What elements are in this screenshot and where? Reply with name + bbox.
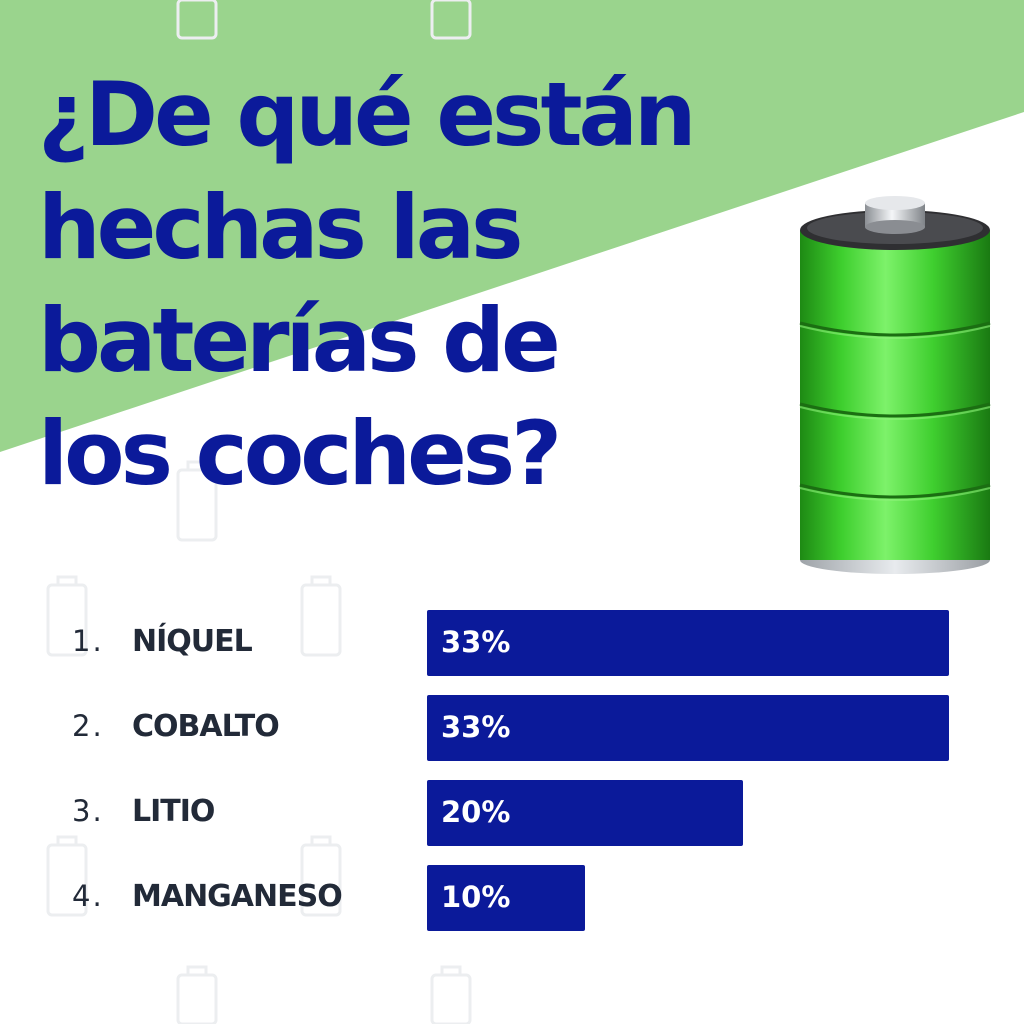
chart-title-line: ¿De qué están: [38, 63, 697, 166]
battery-outline-icon: [176, 965, 218, 1024]
battery-outline-icon: [176, 460, 218, 542]
bar: 20%: [427, 780, 743, 846]
green-diagonal-band: [0, 0, 1024, 452]
battery-outline-icon: [430, 965, 472, 1024]
rank-label: 3.: [72, 794, 104, 828]
rank-label: 1.: [72, 624, 104, 658]
battery-outline-icon: [46, 575, 88, 657]
battery-outline-icon: [46, 835, 88, 917]
bar-row: 2. COBALTO 33%: [0, 695, 1024, 763]
battery-outline-icon-pattern: [46, 0, 472, 1024]
bar-row: 1. NÍQUEL 33%: [0, 610, 1024, 678]
battery-outline-icon: [300, 835, 342, 917]
data-label: 33%: [441, 625, 511, 659]
rank-label: 4.: [72, 879, 104, 913]
chart-title-line: los coches?: [38, 402, 562, 505]
data-label: 20%: [441, 795, 511, 829]
category-label: NÍQUEL: [132, 624, 253, 659]
bar-row: 4. MANGANESO 10%: [0, 865, 1024, 933]
bar: 10%: [427, 865, 585, 931]
chart-title-line: baterías de: [38, 289, 561, 392]
bar-row: 3. LITIO 20%: [0, 780, 1024, 848]
chart-title: ¿De qué están hechas las baterías de los co…: [38, 58, 778, 510]
battery-outline-icon: [430, 0, 472, 40]
chart-title-line: hechas las: [38, 176, 523, 279]
battery-icon: [799, 196, 991, 574]
battery-outline-icon: [176, 0, 218, 40]
rank-label: 2.: [72, 709, 104, 743]
bar: 33%: [427, 695, 949, 761]
category-label: MANGANESO: [132, 879, 343, 914]
data-label: 33%: [441, 710, 511, 744]
bar: 33%: [427, 610, 949, 676]
category-label: COBALTO: [132, 709, 280, 744]
bar-chart: 1. NÍQUEL 33% 2. COBALTO 33% 3. LITIO 20% 4. MANGA…: [0, 590, 1024, 950]
category-label: LITIO: [132, 794, 215, 829]
data-label: 10%: [441, 880, 511, 914]
battery-outline-icon: [300, 575, 342, 657]
